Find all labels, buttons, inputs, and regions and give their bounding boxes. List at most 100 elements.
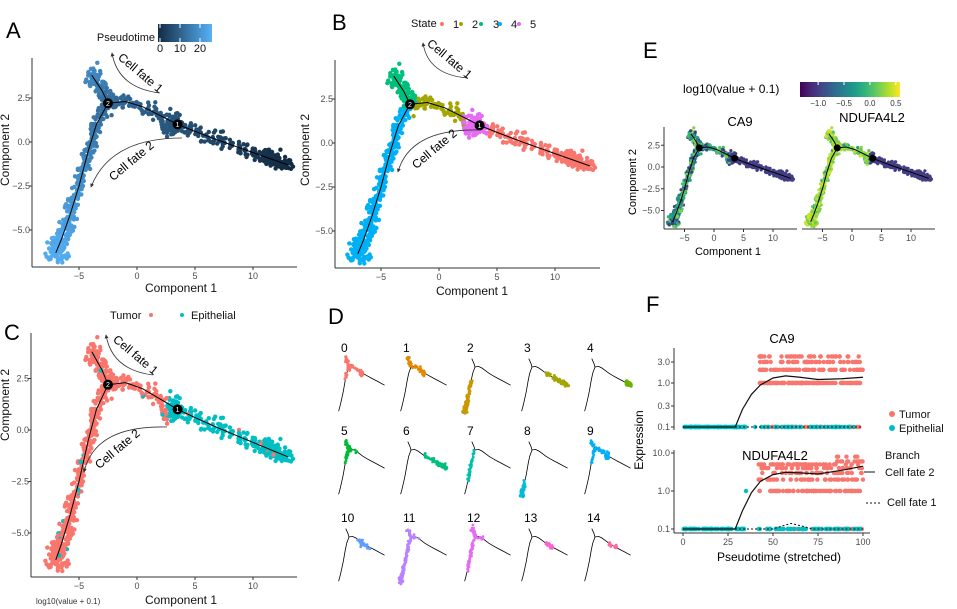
point bbox=[679, 188, 683, 192]
point bbox=[46, 564, 51, 569]
point bbox=[466, 565, 470, 568]
point bbox=[75, 202, 81, 207]
trajectory-line bbox=[471, 441, 476, 451]
point bbox=[555, 377, 559, 381]
point bbox=[406, 539, 410, 543]
point bbox=[344, 456, 348, 460]
point bbox=[692, 126, 696, 130]
point bbox=[84, 77, 89, 82]
point bbox=[399, 69, 405, 75]
point bbox=[282, 154, 288, 160]
point bbox=[90, 126, 96, 132]
point bbox=[545, 153, 550, 158]
facet-label: 1 bbox=[403, 341, 410, 355]
x-tick-label: 0 bbox=[711, 233, 716, 243]
point bbox=[473, 536, 477, 539]
point bbox=[275, 154, 280, 159]
point bbox=[152, 386, 157, 391]
trajectory-line bbox=[474, 535, 511, 556]
point bbox=[59, 257, 64, 262]
cell-fate-2-label: Cell fate 2 bbox=[106, 138, 157, 184]
point bbox=[367, 236, 373, 242]
point bbox=[49, 241, 54, 246]
point bbox=[108, 368, 113, 373]
point bbox=[520, 491, 524, 495]
legend-swatch bbox=[459, 22, 463, 26]
point bbox=[584, 155, 590, 161]
x-tick-label: 10 bbox=[768, 233, 778, 243]
point bbox=[399, 573, 403, 576]
point bbox=[589, 441, 593, 445]
point bbox=[581, 167, 586, 172]
point bbox=[163, 407, 168, 413]
point bbox=[401, 567, 405, 570]
point bbox=[573, 161, 578, 167]
point bbox=[522, 488, 526, 492]
facet-ca9: CA9−5.0−2.50.02.5−5 0 5 10 bbox=[642, 114, 797, 243]
point bbox=[345, 452, 348, 456]
point bbox=[68, 229, 74, 235]
point bbox=[470, 107, 475, 113]
point bbox=[343, 377, 347, 381]
point bbox=[466, 131, 472, 137]
point bbox=[495, 124, 500, 129]
point bbox=[752, 159, 756, 163]
facet-cluster-11: 11 bbox=[397, 511, 447, 586]
point bbox=[467, 479, 470, 483]
point bbox=[287, 161, 292, 166]
point bbox=[344, 442, 348, 446]
point bbox=[399, 96, 404, 101]
point bbox=[465, 400, 468, 404]
point bbox=[385, 148, 391, 153]
trajectory-line bbox=[400, 449, 412, 495]
point bbox=[567, 161, 572, 166]
point bbox=[606, 457, 610, 460]
y-tick-label: −5.0 bbox=[642, 206, 660, 216]
point bbox=[468, 385, 472, 389]
facet-cluster-6: 6 bbox=[400, 424, 449, 495]
point bbox=[469, 460, 473, 463]
point bbox=[431, 459, 435, 463]
facet-cluster-9: 9 bbox=[584, 424, 631, 495]
point bbox=[118, 375, 124, 381]
point bbox=[49, 540, 55, 545]
trajectory-line bbox=[410, 365, 447, 386]
point bbox=[91, 143, 96, 148]
point bbox=[348, 257, 353, 262]
facet-cluster-12: 12 bbox=[464, 511, 511, 582]
point bbox=[746, 165, 751, 169]
point bbox=[344, 355, 347, 359]
point bbox=[55, 568, 60, 573]
point bbox=[467, 562, 471, 565]
point bbox=[97, 416, 103, 421]
point bbox=[404, 558, 408, 562]
point bbox=[213, 128, 218, 133]
point bbox=[53, 254, 58, 259]
point bbox=[402, 80, 407, 86]
point bbox=[550, 546, 554, 550]
legend-item-label: 2 bbox=[472, 19, 478, 31]
point bbox=[460, 120, 466, 125]
point bbox=[672, 224, 676, 228]
point bbox=[698, 140, 703, 144]
point bbox=[46, 246, 52, 251]
point bbox=[408, 360, 412, 364]
point bbox=[105, 398, 110, 403]
facet-label: 3 bbox=[524, 341, 531, 355]
facet-cluster-13: 13 bbox=[521, 511, 568, 582]
trajectory-line bbox=[338, 536, 350, 582]
stray-label: log10(value + 0.1) bbox=[36, 597, 101, 606]
point bbox=[95, 398, 100, 403]
y-tick-label: 0.0 bbox=[17, 137, 30, 147]
point bbox=[346, 366, 350, 369]
point bbox=[238, 151, 243, 156]
point bbox=[124, 377, 130, 383]
point bbox=[470, 379, 474, 383]
x-tick-label: 5 bbox=[494, 272, 499, 282]
point bbox=[95, 60, 100, 65]
point bbox=[90, 359, 96, 364]
point bbox=[230, 429, 235, 434]
trajectory-line bbox=[91, 74, 109, 104]
point bbox=[219, 435, 224, 441]
point bbox=[358, 373, 362, 376]
